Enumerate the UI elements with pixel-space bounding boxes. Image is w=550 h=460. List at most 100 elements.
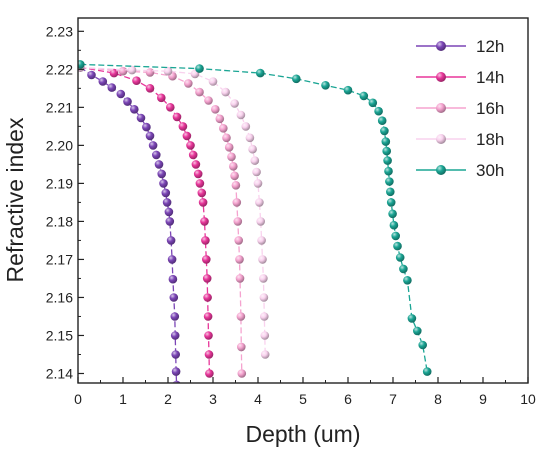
data-point-16h <box>184 79 193 88</box>
y-tick-label: 2.22 <box>46 61 73 77</box>
data-point-12h <box>152 150 161 160</box>
data-point-30h <box>374 106 383 116</box>
data-point-12h <box>136 113 146 123</box>
y-tick-label: 2.20 <box>46 137 73 153</box>
x-tick-label: 9 <box>479 391 487 407</box>
data-point-30h <box>380 126 389 136</box>
legend-item-12h: 12h <box>416 37 504 56</box>
data-point-30h <box>343 85 353 95</box>
data-point-12h <box>162 198 172 207</box>
data-point-18h <box>258 255 267 264</box>
data-point-14h <box>157 93 166 103</box>
data-point-30h <box>386 198 396 207</box>
legend-label: 16h <box>476 99 504 118</box>
y-tick-label: 2.21 <box>46 99 73 115</box>
data-point-16h <box>231 181 241 190</box>
data-point-14h <box>204 331 213 340</box>
data-point-18h <box>260 350 270 359</box>
x-tick-label: 10 <box>520 391 536 407</box>
legend-label: 14h <box>476 68 504 87</box>
legend-item-30h: 30h <box>416 161 504 180</box>
data-point-16h <box>229 162 238 171</box>
y-tick-label: 2.19 <box>46 175 73 191</box>
data-point-30h <box>388 209 397 219</box>
data-point-30h <box>395 253 405 262</box>
data-point-30h <box>377 116 387 125</box>
y-tick-label: 2.14 <box>46 365 73 381</box>
legend-marker <box>436 103 446 113</box>
data-point-12h <box>164 207 174 217</box>
data-point-12h <box>130 105 139 114</box>
data-point-12h <box>165 217 175 226</box>
data-point-14h <box>204 350 214 359</box>
series-16h <box>78 63 247 378</box>
data-point-12h <box>169 293 179 302</box>
data-point-12h <box>107 83 117 92</box>
y-axis-title: Refractive index <box>2 117 28 282</box>
data-point-14h <box>132 76 141 85</box>
data-point-14h <box>166 103 175 112</box>
data-point-18h <box>259 293 269 302</box>
data-point-30h <box>403 276 412 285</box>
data-point-16h <box>233 217 243 226</box>
x-tick-label: 4 <box>254 391 262 407</box>
legend-marker <box>436 165 446 175</box>
x-tick-label: 8 <box>434 391 442 407</box>
data-point-16h <box>215 114 225 124</box>
data-point-14h <box>202 274 212 283</box>
data-point-16h <box>211 105 220 114</box>
data-point-16h <box>237 342 246 352</box>
data-point-18h <box>252 167 261 177</box>
legend-item-16h: 16h <box>416 99 504 118</box>
legend: 12h 14h 16h 18h 30h <box>416 37 504 180</box>
data-point-14h <box>201 236 210 245</box>
y-tick-label: 2.15 <box>46 327 73 343</box>
data-point-18h <box>260 331 270 340</box>
data-point-12h <box>142 122 151 132</box>
data-point-30h <box>385 177 394 186</box>
data-point-12h <box>166 236 176 245</box>
data-point-16h <box>232 198 242 207</box>
data-point-14h <box>193 169 203 179</box>
data-point-12h <box>148 141 158 150</box>
data-point-18h <box>163 66 173 76</box>
data-point-30h <box>391 231 401 241</box>
data-point-16h <box>234 236 243 245</box>
data-point-18h <box>230 99 239 108</box>
data-point-14h <box>172 112 182 122</box>
data-point-30h <box>383 156 392 165</box>
series-30h <box>78 60 432 376</box>
series-layer <box>78 60 432 383</box>
data-point-18h <box>259 274 268 283</box>
series-14h <box>78 63 214 378</box>
series-line-12h <box>79 66 178 383</box>
x-tick-label: 6 <box>344 391 352 407</box>
series-line-16h <box>80 66 243 374</box>
data-point-12h <box>116 89 126 99</box>
data-point-30h <box>386 187 395 197</box>
series-18h <box>78 63 270 359</box>
data-point-16h <box>118 66 128 76</box>
data-point-18h <box>256 217 266 226</box>
data-point-30h <box>389 220 399 230</box>
data-point-30h <box>393 241 402 251</box>
data-point-16h <box>204 96 213 105</box>
data-point-30h <box>382 146 392 156</box>
data-point-14h <box>197 188 207 198</box>
series-12h <box>78 63 181 383</box>
data-point-14h <box>203 312 213 321</box>
data-point-30h <box>292 74 301 84</box>
data-point-18h <box>221 87 230 97</box>
data-point-14h <box>205 369 214 378</box>
data-point-18h <box>253 179 263 188</box>
x-tick-label: 2 <box>164 391 172 407</box>
data-point-30h <box>418 340 428 350</box>
data-point-16h <box>237 369 247 378</box>
legend-label: 18h <box>476 130 504 149</box>
data-point-12h <box>171 367 181 376</box>
data-point-12h <box>172 380 181 383</box>
data-point-30h <box>384 166 393 176</box>
data-point-30h <box>321 81 330 90</box>
data-point-30h <box>413 326 422 336</box>
